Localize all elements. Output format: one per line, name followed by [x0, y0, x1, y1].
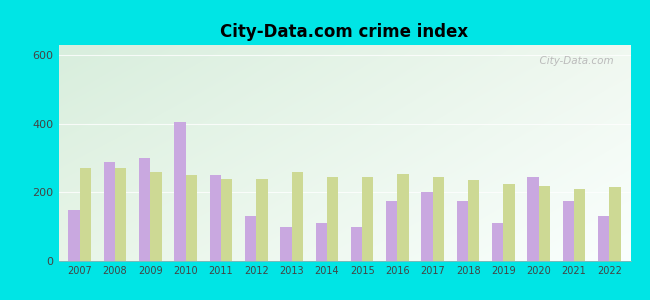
Bar [421, 192, 433, 261]
Bar [327, 177, 338, 261]
Bar [80, 168, 91, 261]
Bar [598, 216, 609, 261]
Bar [503, 184, 515, 261]
Text: City-Data.com: City-Data.com [533, 56, 614, 66]
Bar [104, 162, 115, 261]
Bar [386, 201, 397, 261]
Bar [492, 223, 503, 261]
Bar [362, 177, 374, 261]
Bar [292, 172, 303, 261]
Title: City-Data.com crime index: City-Data.com crime index [220, 23, 469, 41]
Bar [609, 187, 621, 261]
Bar [245, 216, 256, 261]
Bar [457, 201, 468, 261]
Bar [256, 179, 268, 261]
Bar [139, 158, 150, 261]
Legend: McArthur, U.S. average: McArthur, U.S. average [230, 296, 459, 300]
Bar [574, 189, 585, 261]
Bar [315, 223, 327, 261]
Bar [174, 122, 186, 261]
Bar [186, 175, 197, 261]
Bar [397, 174, 409, 261]
Bar [539, 186, 550, 261]
Bar [209, 175, 221, 261]
Bar [115, 168, 126, 261]
Bar [221, 179, 232, 261]
Bar [68, 210, 80, 261]
Bar [563, 201, 574, 261]
Bar [150, 172, 162, 261]
Bar [468, 180, 480, 261]
Bar [433, 177, 444, 261]
Bar [351, 227, 362, 261]
Bar [527, 177, 539, 261]
Bar [280, 227, 292, 261]
